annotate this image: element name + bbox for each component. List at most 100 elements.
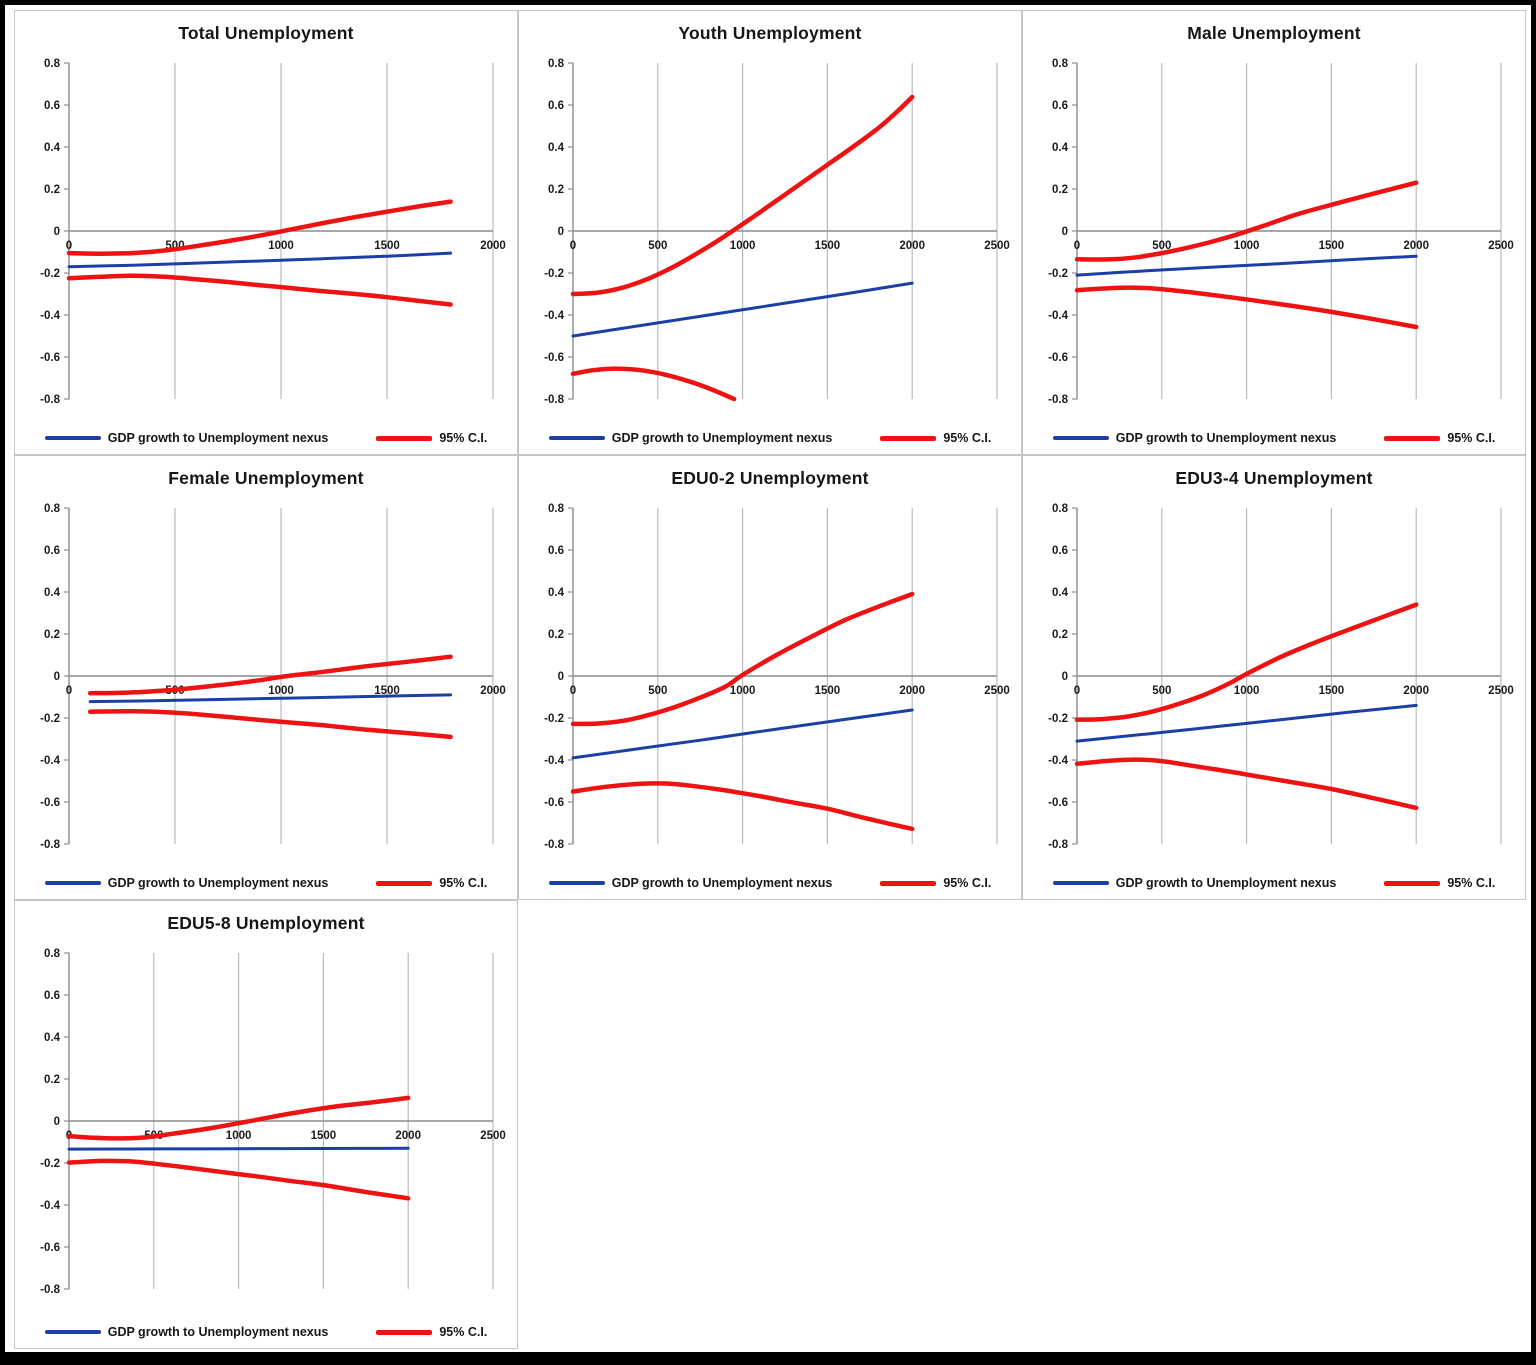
x-tick-label: 2000 (899, 240, 925, 252)
legend-item-nexus: GDP growth to Unemployment nexus (1052, 431, 1336, 445)
legend-label: 95% C.I. (439, 431, 488, 445)
x-tick-label: 1500 (374, 240, 400, 252)
nexus-line-swatch (548, 436, 605, 440)
y-tick-label: -0.6 (1048, 797, 1068, 809)
y-tick-label: 0.2 (1052, 184, 1068, 196)
y-tick-label: -0.4 (544, 755, 564, 767)
y-tick-label: 0 (1062, 226, 1068, 238)
ci-line-swatch (880, 880, 937, 886)
x-tick-label: 500 (648, 240, 667, 252)
y-tick-label: -0.8 (1048, 839, 1068, 851)
y-tick-label: -0.2 (544, 713, 564, 725)
ci-upper-line (570, 591, 915, 727)
chart-plot: 0.80.60.40.20-0.2-0.4-0.6-0.80 500 1000 150… (1048, 58, 1514, 406)
ci-lower-line (87, 709, 453, 740)
chart-panel-5: EDU0-2 Unemployment 0.8 0.6 0.4 0.2 0 -0.2 -0.4… (518, 455, 1022, 900)
chart-legend: GDP growth to Unemployment nexus 95% C.I. (15, 1325, 517, 1339)
y-tick-label: -0.4 (1048, 755, 1068, 767)
nexus-line-swatch (44, 1330, 101, 1334)
nexus-line-swatch (548, 881, 605, 885)
ci-upper-line (1074, 180, 1419, 262)
y-tick-label: -0.8 (40, 839, 60, 851)
x-tick-label: 2000 (1403, 685, 1429, 697)
ci-line-swatch (376, 880, 433, 886)
x-tick-label: 0 (1074, 685, 1080, 697)
y-tick-label: -0.4 (544, 310, 564, 322)
legend-item-nexus: GDP growth to Unemployment nexus (44, 431, 329, 445)
legend-label: GDP growth to Unemployment nexus (1115, 876, 1337, 890)
x-tick-label: 2000 (899, 685, 925, 697)
ci-lower-line (66, 273, 453, 307)
ci-line-swatch (1384, 435, 1441, 441)
y-tick-label: -0.6 (40, 1242, 60, 1254)
y-tick-label: -0.4 (40, 310, 60, 322)
ci-upper-line (66, 1095, 411, 1141)
ci-line-swatch (880, 435, 937, 441)
chart-title: Total Unemployment (178, 23, 354, 43)
y-tick-label: 0.2 (1052, 629, 1068, 641)
chart-plot: 0.80.60.40.20-0.2-0.4-0.6-0.80 500 1000 150… (40, 503, 506, 851)
y-tick-label: 0.4 (44, 587, 61, 599)
x-tick-label: 500 (648, 685, 667, 697)
y-tick-label: 0.8 (44, 948, 61, 960)
legend-label: GDP growth to Unemployment nexus (107, 431, 329, 445)
y-tick-label: 0 (558, 671, 564, 683)
x-tick-label: 2000 (395, 1130, 421, 1142)
x-tick-label: 2000 (480, 240, 506, 252)
x-tick-label: 0 (66, 685, 72, 697)
legend-label: 95% C.I. (943, 876, 992, 890)
y-tick-label: 0.8 (44, 58, 61, 70)
legend-item-nexus: GDP growth to Unemployment nexus (548, 876, 833, 890)
x-tick-label: 1500 (1319, 240, 1345, 252)
y-tick-label: -0.6 (544, 797, 564, 809)
y-tick-label: -0.4 (40, 1200, 60, 1212)
nexus-line-swatch (1052, 881, 1109, 885)
nexus-line (1075, 254, 1418, 277)
chart-panel-2: Youth Unemployment 0.8 0.6 0.4 0.2 0 -0.2 -0.4 -… (518, 10, 1022, 455)
x-tick-label: 2500 (1488, 685, 1514, 697)
x-tick-label: 500 (1152, 240, 1171, 252)
y-tick-label: 0.8 (44, 503, 61, 515)
chart-title: Male Unemployment (1187, 23, 1361, 43)
nexus-line (67, 1146, 410, 1151)
legend-item-nexus: GDP growth to Unemployment nexus (548, 431, 832, 445)
x-tick-label: 1500 (1319, 685, 1345, 697)
x-tick-label: 1000 (268, 685, 294, 697)
x-tick-label: 1000 (730, 685, 756, 697)
ci-lower-line (570, 366, 737, 402)
legend-item-ci: 95% C.I. (1384, 431, 1495, 445)
y-tick-label: -0.6 (1048, 352, 1068, 364)
legend-label: 95% C.I. (943, 431, 992, 445)
legend-label: GDP growth to Unemployment nexus (611, 876, 833, 890)
axes (568, 507, 997, 845)
nexus-line (571, 708, 914, 760)
chart-title: EDU3-4 Unemployment (1175, 468, 1373, 488)
y-tick-label: 0.4 (548, 142, 565, 154)
y-tick-label: -0.6 (40, 352, 60, 364)
nexus-line (1075, 703, 1418, 743)
y-tick-label: 0.6 (548, 545, 564, 557)
y-tick-label: 0 (558, 226, 564, 238)
chart-plot: 0.80.60.40.20-0.2-0.4-0.6-0.80 500 1000 150… (1048, 503, 1514, 851)
legend-item-nexus: GDP growth to Unemployment nexus (44, 1325, 328, 1339)
x-tick-label: 1000 (1234, 685, 1260, 697)
x-tick-label: 1000 (1234, 240, 1260, 252)
chart-panel-6: EDU3-4 Unemployment 0.8 0.6 0.4 0.2 0 -0.2 -0.4… (1022, 455, 1526, 900)
y-tick-label: 0.8 (1052, 503, 1069, 515)
ci-upper-line (570, 94, 915, 297)
y-tick-label: 0.2 (44, 1074, 60, 1086)
x-tick-label: 1000 (226, 1130, 252, 1142)
y-tick-label: 0 (54, 1116, 60, 1128)
y-tick-label: 0.4 (548, 587, 565, 599)
y-tick-label: -0.2 (544, 268, 564, 280)
axes (568, 62, 997, 400)
ci-upper-line (1074, 602, 1419, 722)
y-tick-label: 0.2 (548, 629, 564, 641)
y-tick-label: -0.2 (1048, 268, 1068, 280)
y-tick-label: 0.8 (548, 58, 565, 70)
nexus-line-swatch (44, 436, 101, 440)
y-tick-label: -0.6 (544, 352, 564, 364)
x-tick-label: 0 (570, 240, 576, 252)
x-tick-label: 1500 (815, 240, 841, 252)
